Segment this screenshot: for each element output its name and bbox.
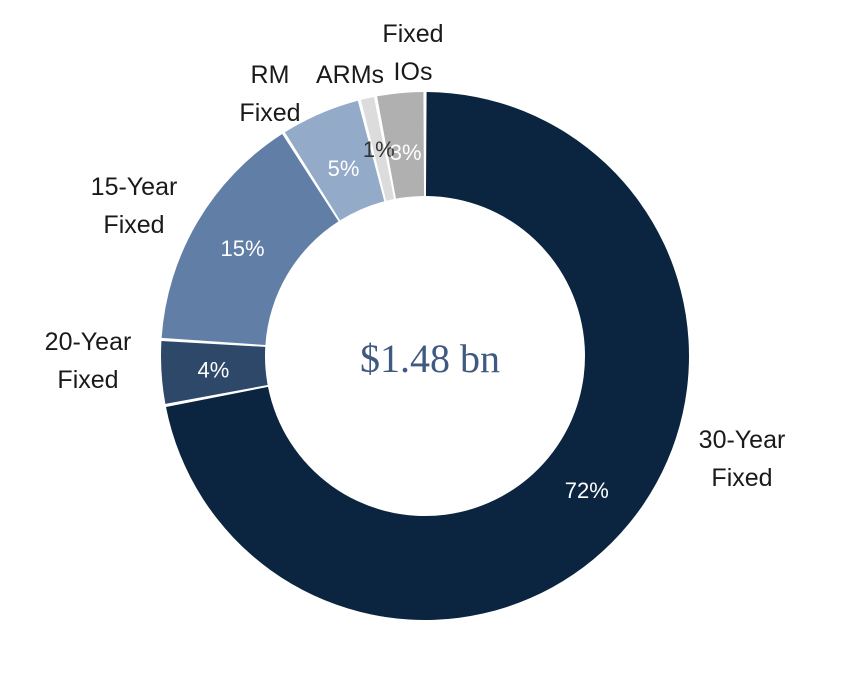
- donut-slices: [161, 92, 690, 620]
- percent-labels: 72% 4% 15% 5%1%3%: [198, 137, 609, 503]
- category-labels: 30-Year Fixed 20-Year Fixed 15-Year Fixed RM Fi…: [45, 20, 786, 492]
- category-label-arms: ARMs: [316, 61, 384, 89]
- percent-label-arms: 1%: [363, 137, 395, 162]
- category-label-15-year-fixed: 15-Year Fixed: [91, 173, 178, 239]
- slice-15-year-fixed: [161, 133, 339, 345]
- slice-arms: [360, 96, 395, 201]
- percent-label-15-year-fixed: 15%: [220, 236, 264, 261]
- percent-label-20-year-fixed: 4%: [198, 357, 230, 382]
- slice-30-year-fixed: [165, 92, 690, 620]
- category-label-rm-fixed: RM Fixed: [239, 61, 300, 127]
- slice-fixed-ios: [377, 92, 425, 199]
- percent-label-30-year-fixed: 72%: [565, 478, 609, 503]
- percent-label-rm-fixed: 5%: [328, 156, 360, 181]
- percent-label-fixed-ios: 3%: [390, 140, 422, 165]
- slice-rm-fixed: [284, 100, 385, 221]
- category-label-20-year-fixed: 20-Year Fixed: [45, 328, 132, 394]
- slice-20-year-fixed: [161, 341, 268, 404]
- category-label-30-year-fixed: 30-Year Fixed: [699, 426, 786, 492]
- center-total-label: $1.48 bn: [360, 336, 500, 381]
- category-label-fixed-ios: Fixed IOs: [382, 20, 443, 86]
